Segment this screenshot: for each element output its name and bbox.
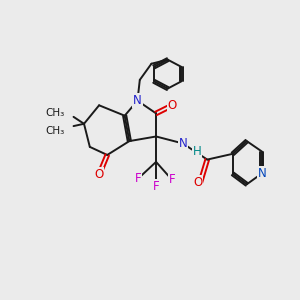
Text: H: H	[192, 145, 201, 158]
Text: O: O	[168, 99, 177, 112]
Text: O: O	[94, 168, 104, 181]
Text: F: F	[135, 172, 141, 185]
Text: N: N	[257, 167, 266, 180]
Text: CH₃: CH₃	[45, 126, 64, 136]
Text: F: F	[169, 173, 175, 186]
Text: N: N	[178, 137, 187, 150]
Text: O: O	[193, 176, 203, 189]
Text: F: F	[153, 180, 159, 193]
Text: N: N	[133, 94, 142, 107]
Text: CH₃: CH₃	[45, 108, 64, 118]
